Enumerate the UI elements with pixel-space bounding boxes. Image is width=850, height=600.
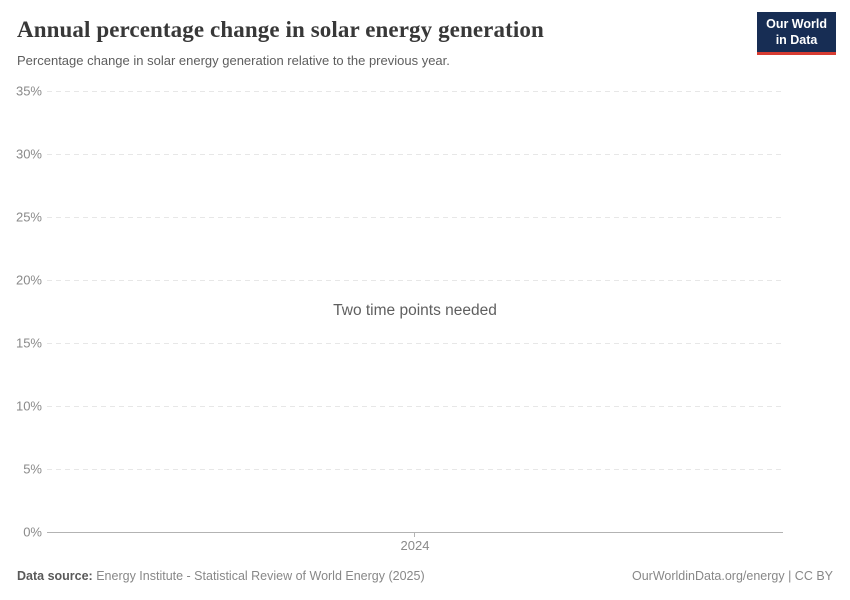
x-axis-line — [47, 532, 783, 533]
ytick-label-20pct: 20% — [15, 272, 42, 288]
chart-title: Annual percentage change in solar energy… — [17, 17, 544, 42]
empty-state-message: Two time points needed — [333, 302, 497, 319]
gridline-10pct — [47, 406, 783, 407]
gridline-30pct — [47, 154, 783, 155]
ytick-label-30pct: 30% — [15, 146, 42, 162]
gridline-35pct — [47, 91, 783, 92]
footer-datasource: Data source: Energy Institute - Statisti… — [17, 569, 425, 583]
gridline-5pct — [47, 469, 783, 470]
ytick-label-25pct: 25% — [15, 209, 42, 225]
chart-subtitle: Percentage change in solar energy genera… — [17, 53, 450, 68]
owid-logo-line1: Our World — [766, 17, 827, 31]
gridline-20pct — [47, 280, 783, 281]
gridline-15pct — [47, 343, 783, 344]
ytick-label-35pct: 35% — [15, 83, 42, 99]
xtick-label-2024: 2024 — [400, 538, 430, 553]
footer-rights[interactable]: OurWorldinData.org/energy | CC BY — [631, 569, 833, 583]
ytick-label-15pct: 15% — [15, 335, 42, 351]
owid-logo[interactable]: Our World in Data — [757, 12, 836, 55]
ytick-label-5pct: 5% — [23, 461, 42, 477]
datasource-value[interactable]: Energy Institute - Statistical Review of… — [96, 569, 425, 583]
gridline-25pct — [47, 217, 783, 218]
owid-logo-line2: in Data — [775, 33, 818, 47]
datasource-label: Data source: — [17, 569, 93, 583]
ytick-label-0pct: 0% — [23, 524, 42, 540]
ytick-label-10pct: 10% — [15, 398, 42, 414]
xtick-mark-2024 — [414, 532, 415, 537]
